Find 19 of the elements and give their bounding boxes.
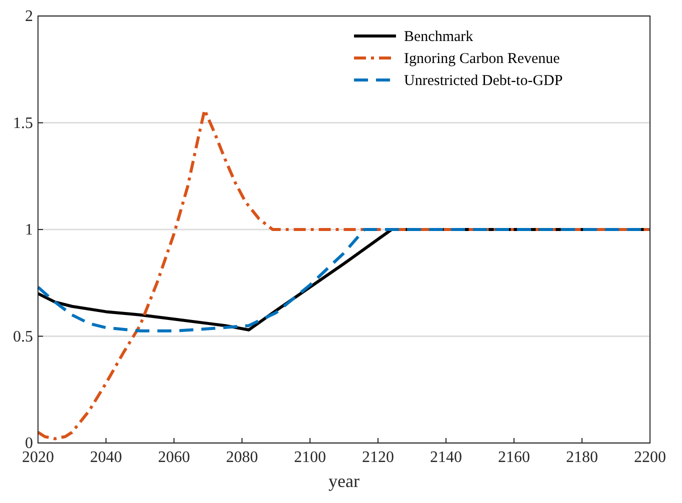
- legend-label: Benchmark: [404, 29, 474, 45]
- x-tick-label: 2120: [362, 449, 394, 466]
- x-axis-title: year: [328, 471, 360, 491]
- y-tick-label: 2: [25, 8, 33, 25]
- x-tick-label: 2180: [566, 449, 598, 466]
- legend-label: Unrestricted Debt-to-GDP: [404, 73, 563, 89]
- x-tick-label: 2080: [226, 449, 258, 466]
- x-tick-label: 2200: [634, 449, 666, 466]
- legend-label: Ignoring Carbon Revenue: [404, 51, 560, 67]
- y-tick-label: 1.5: [13, 114, 33, 132]
- y-tick-label: 0.5: [13, 328, 33, 346]
- x-tick-label: 2160: [498, 449, 530, 466]
- y-tick-label: 0: [25, 435, 33, 452]
- x-tick-label: 2060: [158, 449, 190, 466]
- x-tick-label: 2040: [90, 449, 122, 466]
- x-tick-label: 2100: [294, 449, 326, 466]
- x-tick-label: 2140: [430, 449, 462, 466]
- y-tick-label: 1: [25, 222, 33, 238]
- x-tick-label: 2020: [22, 449, 54, 466]
